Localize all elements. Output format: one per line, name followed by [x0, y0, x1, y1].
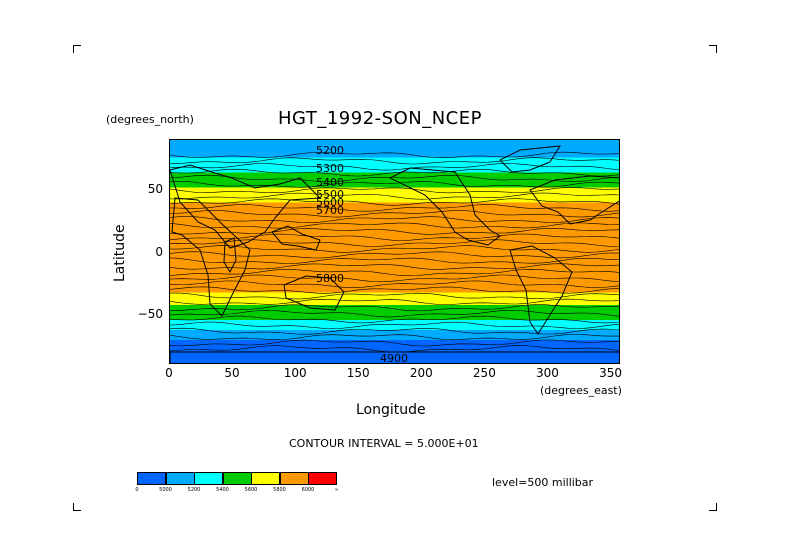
colorbar-label: 5600 — [244, 487, 258, 493]
contour-line — [170, 181, 619, 188]
contour-value-label: 5700 — [316, 204, 344, 217]
contour-line — [170, 334, 619, 341]
colorbar-label: 5000 — [159, 487, 172, 493]
contour-line — [170, 222, 619, 229]
contour-line — [170, 233, 619, 241]
contour-value-label: 5800 — [316, 272, 344, 285]
color-band — [170, 292, 619, 305]
colorbar-label: 5400 — [216, 487, 229, 493]
colorbar-label: ∞ — [334, 487, 339, 493]
contour-line — [170, 280, 619, 288]
contour-line — [170, 157, 619, 165]
continent-outline — [223, 237, 237, 274]
y-axis-units: (degrees_north) — [106, 113, 194, 126]
colorbar-label: 0 — [135, 487, 139, 493]
colorbar-swatch — [194, 472, 223, 485]
color-band — [170, 202, 619, 293]
contour-line — [170, 327, 619, 335]
contour-value-label: 5600 — [316, 196, 344, 209]
continent-outline — [529, 175, 619, 225]
x-tick-label: 100 — [283, 366, 307, 380]
colorbar-label: 5200 — [187, 487, 201, 493]
contour-line — [170, 168, 619, 177]
contour-interval-text: CONTOUR INTERVAL = 5.000E+01 — [289, 437, 479, 450]
contour-line — [170, 315, 619, 324]
contour-line — [170, 187, 619, 194]
corner-mark-top-left — [73, 45, 81, 53]
contour-value-label: 5400 — [316, 176, 344, 189]
contour-line — [170, 321, 619, 330]
x-tick-label: 300 — [536, 366, 559, 380]
corner-mark-top-right — [709, 45, 717, 53]
contour-value-label: 4900 — [380, 352, 408, 364]
continent-outline — [171, 197, 251, 317]
x-tick-label: 50 — [224, 366, 240, 380]
colorbar-swatch — [308, 472, 337, 485]
x-axis-label: Longitude — [356, 402, 426, 418]
contour-line — [170, 245, 619, 253]
contour-line — [170, 298, 619, 305]
x-tick-label: 150 — [346, 366, 370, 380]
contour-line — [170, 274, 619, 283]
contour-line — [170, 268, 619, 277]
contour-line — [170, 251, 619, 259]
color-band — [170, 187, 619, 203]
contour-line — [170, 216, 619, 224]
continent-outline — [170, 164, 322, 249]
y-tick-label: 0 — [155, 244, 163, 259]
color-band — [170, 140, 619, 158]
contour-line — [170, 304, 619, 312]
contour-line — [170, 210, 619, 218]
colorbar-swatch — [251, 472, 280, 485]
contour-map: 5200 5300 5400 5500 5600 5700 5800 4900 — [169, 139, 620, 364]
color-band — [170, 157, 619, 173]
contour-line — [170, 192, 619, 200]
contour-value-label: 5200 — [316, 144, 344, 157]
contour-line — [170, 339, 619, 347]
colorbar-label: 6000 — [301, 487, 315, 493]
continent-outline — [170, 351, 619, 363]
colorbar-label: 5800 — [273, 487, 286, 493]
colorbar-swatch — [279, 472, 309, 485]
contour-line — [170, 163, 619, 171]
map-title: HGT_1992-SON_NCEP — [278, 108, 482, 129]
contour-line — [170, 309, 619, 318]
corner-mark-bottom-right — [709, 503, 717, 511]
continent-outline — [509, 245, 573, 335]
x-tick-label: 350 — [599, 366, 622, 380]
color-band — [170, 305, 619, 320]
x-tick-label: 250 — [472, 366, 496, 380]
contour-line — [170, 239, 619, 247]
level-text: level=500 millibar — [492, 476, 594, 489]
colorbar-swatch — [222, 472, 252, 485]
contour-value-label: 5500 — [316, 188, 344, 201]
continent-outline — [271, 225, 321, 251]
contour-line — [170, 228, 619, 235]
contour-line — [170, 151, 619, 158]
contour-line — [170, 292, 619, 300]
continent-outline — [283, 275, 345, 311]
continent-outline — [388, 167, 501, 246]
x-axis-units: (degrees_east) — [540, 384, 622, 397]
y-tick-label: 50 — [147, 182, 163, 196]
colorbar-swatch — [165, 472, 195, 485]
contour-value-label: 5300 — [316, 162, 344, 175]
corner-mark-bottom-left — [73, 503, 81, 511]
continent-outline — [499, 145, 561, 173]
contour-line — [170, 174, 619, 182]
contour-line — [170, 198, 619, 206]
contour-line — [170, 257, 619, 264]
colorbar-swatch — [137, 472, 166, 485]
y-tick-label: −50 — [137, 307, 163, 321]
x-tick-label: 200 — [409, 366, 433, 380]
contour-line — [170, 204, 619, 212]
x-tick-label: 0 — [165, 366, 173, 380]
contour-line — [170, 286, 619, 294]
color-band — [170, 320, 619, 330]
